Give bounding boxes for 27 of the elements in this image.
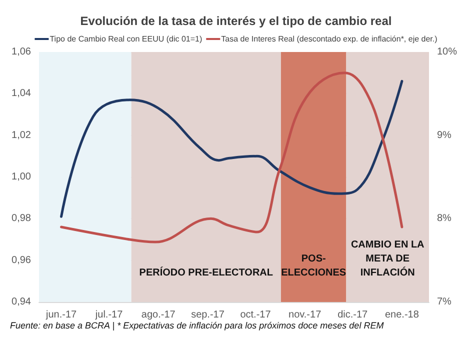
y-tick-label: 1,00: [12, 172, 32, 182]
y2-tick-label: 8%: [437, 213, 452, 224]
x-tick-label: ene.-18: [384, 310, 420, 320]
legend-label: Tasa de Interes Real (descontado exp. de inflación*, eje der.): [221, 34, 438, 44]
x-tick-label: nov.-17: [288, 310, 322, 320]
y2-tick-label: 9%: [437, 130, 452, 141]
band-label: PERÍODO PRE-ELECTORAL: [139, 266, 273, 278]
x-tick-label: oct.-17: [240, 310, 272, 320]
y-tick-label: 1,06: [12, 46, 32, 58]
y-tick-label: 1,02: [12, 130, 32, 141]
band-label: CAMBIO EN LA META DE INFLACIÓN: [350, 240, 424, 278]
line-series: [60, 80, 404, 218]
y2-tick-label: 10%: [437, 46, 458, 58]
y-tick-label: 0,96: [12, 254, 32, 266]
band-label: POS- ELECCIONES: [281, 254, 346, 278]
x-tick-label: jul.-17: [94, 310, 124, 320]
y-tick-label: 0,94: [12, 296, 32, 308]
legend-label: Tipo de Cambio Real con EEUU (dic 01=1): [50, 34, 202, 44]
y-tick-label: 1,04: [12, 88, 32, 100]
chart-title: Evolución de la tasa de interés y el tipo de cambio real: [80, 14, 392, 28]
x-tick-label: dic.-17: [338, 310, 368, 320]
source-note: Fuente: en base a BCRA | * Expectativas de inflación para los próximos doce meses del REM: [10, 320, 384, 330]
y2-tick-label: 7%: [437, 296, 452, 308]
x-tick-label: jun.-17: [44, 310, 78, 320]
x-tick-label: ago.-17: [141, 310, 176, 320]
x-tick-label: sep.-17: [191, 310, 225, 320]
y-tick-label: 0,98: [12, 213, 32, 224]
